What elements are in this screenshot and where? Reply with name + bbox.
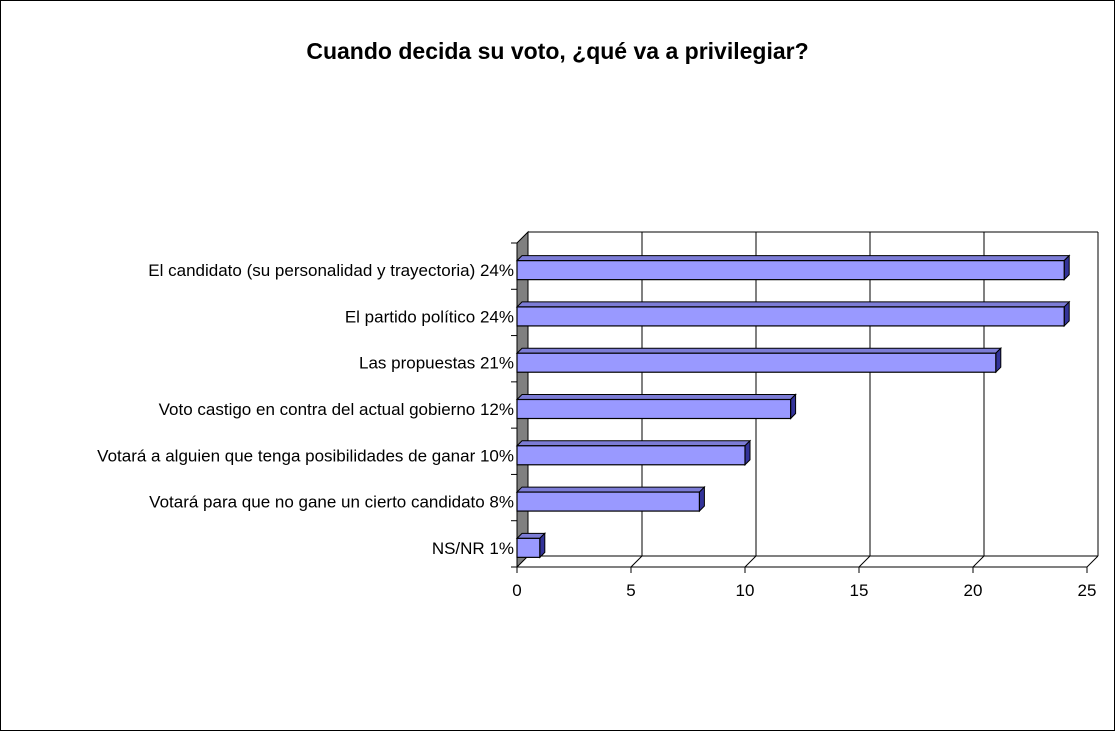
bar — [515, 347, 1003, 374]
category-label: Votará para que no gane un cierto candid… — [149, 493, 514, 512]
category-labels: El candidato (su personalidad y trayecto… — [97, 261, 514, 558]
bar-front-face — [516, 537, 541, 558]
floor-line-15 — [858, 555, 871, 568]
bar-top-face — [515, 486, 706, 493]
category-label: NS/NR 1% — [432, 539, 514, 558]
bar-top-face — [515, 301, 1071, 308]
bar-end-face — [698, 485, 705, 513]
category-label: Las propuestas 21% — [359, 354, 514, 373]
bar-front-face — [516, 398, 792, 420]
x-tick-label: 5 — [626, 581, 635, 600]
floor-line-5 — [630, 555, 643, 568]
bar-front-face — [516, 445, 746, 466]
bar-front-face — [516, 260, 1065, 281]
category-label: El candidato (su personalidad y trayecto… — [148, 261, 514, 280]
bar-top-face — [515, 440, 752, 447]
bar — [515, 300, 1071, 328]
bar — [515, 439, 752, 466]
floor-line-25 — [1086, 555, 1099, 568]
bar — [515, 532, 547, 559]
bar — [515, 485, 706, 513]
bar-end-face — [1063, 300, 1070, 328]
x-tick-label: 20 — [964, 581, 983, 600]
bars — [515, 254, 1071, 559]
x-tick-label: 15 — [850, 581, 869, 600]
bar-top-face — [515, 255, 1071, 262]
category-label: Voto castigo en contra del actual gobier… — [159, 400, 514, 419]
floor-line-20 — [972, 555, 985, 568]
x-tick-label: 10 — [736, 581, 755, 600]
bar — [515, 254, 1071, 281]
bar — [515, 393, 797, 420]
x-tick-labels: 0 5 10 15 20 25 — [512, 581, 1096, 600]
bar-front-face — [516, 306, 1065, 327]
category-label: Votará a alguien que tenga posibilidades… — [97, 446, 514, 465]
bar-end-face — [744, 439, 751, 466]
x-tick-label: 25 — [1078, 581, 1097, 600]
chart-title: Cuando decida su voto, ¿qué va a privile… — [306, 38, 809, 64]
category-label: El partido político 24% — [345, 307, 514, 326]
bar-end-face — [790, 393, 797, 420]
bar-end-face — [539, 532, 546, 559]
bar-end-face — [995, 347, 1002, 374]
bar-end-face — [1063, 254, 1070, 281]
x-tick-label: 0 — [512, 581, 521, 600]
bar-front-face — [516, 352, 997, 373]
floor-line-10 — [744, 555, 757, 568]
bar-front-face — [516, 491, 700, 512]
bar-top-face — [515, 347, 1003, 354]
bar-top-face — [515, 394, 797, 400]
